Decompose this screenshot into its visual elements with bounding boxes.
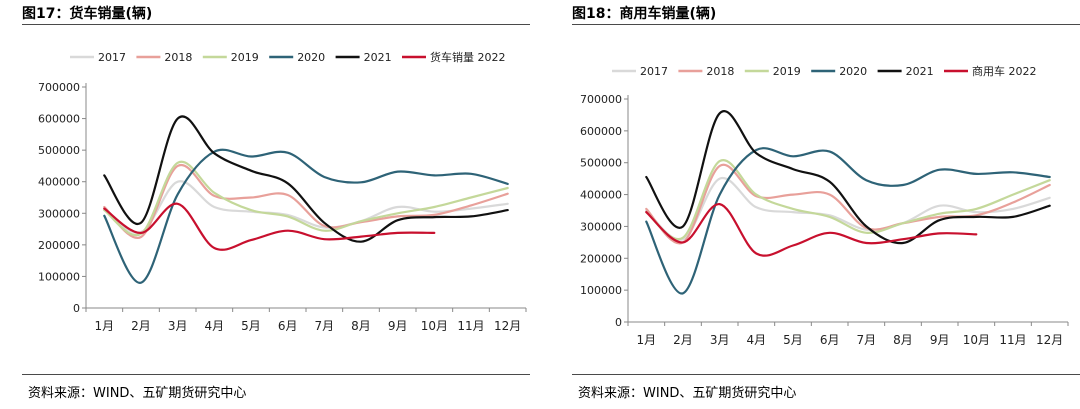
y-tick-label: 0 xyxy=(73,302,80,315)
legend-label: 2019 xyxy=(773,65,801,78)
y-tick-label: 100000 xyxy=(580,284,622,297)
series-line-2022 xyxy=(103,202,436,251)
series-line-2018 xyxy=(645,163,1051,245)
y-tick-label: 400000 xyxy=(580,189,622,202)
x-tick-label: 8月 xyxy=(893,333,913,347)
x-tick-label: 3月 xyxy=(710,333,730,347)
x-tick-label: 6月 xyxy=(820,333,840,347)
y-tick-label: 500000 xyxy=(580,157,622,170)
x-tick-label: 7月 xyxy=(315,319,335,333)
legend-label: 2020 xyxy=(297,51,325,64)
y-tick-label: 0 xyxy=(615,316,622,329)
x-tick-label: 10月 xyxy=(963,333,990,347)
figure-title: 图17：货车销量(辆) xyxy=(22,6,153,22)
y-tick-label: 600000 xyxy=(38,113,80,126)
legend-label: 2019 xyxy=(231,51,259,64)
y-tick-label: 700000 xyxy=(38,81,80,94)
source-note: 资料来源：WIND、五矿期货研究中心 xyxy=(28,386,247,401)
top-rule xyxy=(22,24,530,25)
x-tick-label: 11月 xyxy=(457,319,484,333)
series-line-2020 xyxy=(103,148,509,284)
y-tick-label: 400000 xyxy=(38,176,80,189)
commercial-vehicle-sales-chart: 0 100000 200000 300000 400000 500000 600000 700… xyxy=(580,64,1069,347)
x-tick-label: 6月 xyxy=(278,319,298,333)
series-line-2019 xyxy=(103,160,509,237)
legend-label: 2021 xyxy=(364,51,392,64)
legend-label: 货车销量 2022 xyxy=(430,50,506,64)
x-tick-label: 1月 xyxy=(637,333,657,347)
top-rule xyxy=(572,24,1080,25)
x-tick-label: 8月 xyxy=(351,319,371,333)
series-line-2022 xyxy=(645,203,978,257)
series-line-2017 xyxy=(103,180,509,234)
legend-label: 商用车 2022 xyxy=(972,64,1037,78)
legend-label: 2020 xyxy=(839,65,867,78)
x-tick-label: 1月 xyxy=(95,319,115,333)
figure-17-panel: 图17：货车销量(辆) 0 100000 200000 300000 400000 500… xyxy=(0,0,530,409)
legend-label: 2017 xyxy=(640,65,668,78)
x-tick-label: 5月 xyxy=(241,319,261,333)
y-tick-label: 100000 xyxy=(38,270,80,283)
legend-label: 2017 xyxy=(98,51,126,64)
x-tick-label: 12月 xyxy=(1036,333,1063,347)
x-tick-label: 9月 xyxy=(930,333,950,347)
x-tick-label: 10月 xyxy=(421,319,448,333)
legend-label: 2018 xyxy=(706,65,734,78)
x-tick-label: 3月 xyxy=(168,319,188,333)
series-line-2021 xyxy=(645,110,1051,245)
series-line-2020 xyxy=(645,147,1051,295)
legend-label: 2018 xyxy=(164,51,192,64)
y-tick-label: 700000 xyxy=(580,93,622,106)
x-tick-label: 11月 xyxy=(999,333,1026,347)
x-tick-label: 5月 xyxy=(783,333,803,347)
series-line-2018 xyxy=(103,163,509,239)
y-tick-label: 300000 xyxy=(38,207,80,220)
y-tick-label: 500000 xyxy=(38,144,80,157)
truck-sales-chart: 0 100000 200000 300000 400000 500000 600000 700… xyxy=(38,50,527,333)
x-tick-label: 4月 xyxy=(205,319,225,333)
x-tick-label: 9月 xyxy=(388,319,408,333)
legend-label: 2021 xyxy=(906,65,934,78)
x-tick-label: 2月 xyxy=(131,319,151,333)
y-tick-label: 200000 xyxy=(580,252,622,265)
x-tick-label: 4月 xyxy=(747,333,767,347)
x-tick-label: 7月 xyxy=(857,333,877,347)
series-line-2019 xyxy=(645,159,1051,241)
series-line-2017 xyxy=(645,176,1051,241)
y-tick-label: 200000 xyxy=(38,239,80,252)
y-tick-label: 600000 xyxy=(580,125,622,138)
x-tick-label: 2月 xyxy=(673,333,693,347)
bottom-rule xyxy=(572,374,1080,375)
y-tick-label: 300000 xyxy=(580,220,622,233)
source-note: 资料来源：WIND、五矿期货研究中心 xyxy=(578,386,797,401)
figure-18-panel: 图18：商用车销量(辆) 0 100000 200000 300000 400000 50… xyxy=(550,0,1080,409)
figure-title: 图18：商用车销量(辆) xyxy=(572,6,717,22)
series-line-2021 xyxy=(103,115,509,243)
x-tick-label: 12月 xyxy=(494,319,521,333)
bottom-rule xyxy=(22,374,530,375)
